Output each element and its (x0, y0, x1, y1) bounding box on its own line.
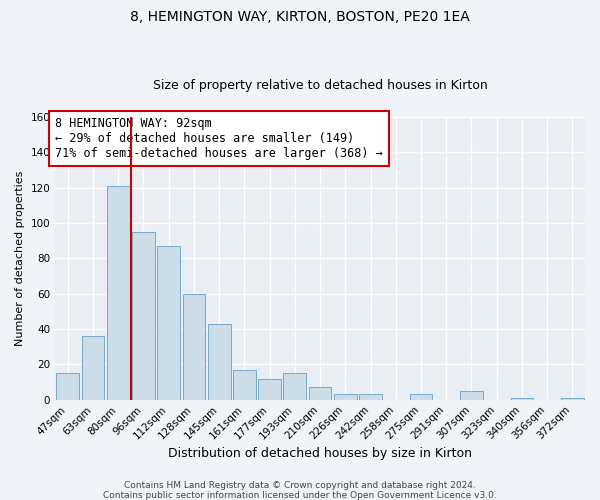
Bar (157, 246, 180, 400)
Y-axis label: Number of detached properties: Number of detached properties (15, 170, 25, 346)
Bar (511, 398, 533, 400)
Bar (359, 394, 382, 400)
Text: 8, HEMINGTON WAY, KIRTON, BOSTON, PE20 1EA: 8, HEMINGTON WAY, KIRTON, BOSTON, PE20 1… (130, 10, 470, 24)
Bar (561, 398, 584, 400)
Bar (208, 324, 230, 400)
Bar (132, 232, 155, 400)
Bar (334, 394, 356, 400)
Bar (56, 373, 79, 400)
Text: 8 HEMINGTON WAY: 92sqm
← 29% of detached houses are smaller (149)
71% of semi-de: 8 HEMINGTON WAY: 92sqm ← 29% of detached… (55, 117, 383, 160)
Bar (82, 336, 104, 400)
Bar (107, 186, 130, 400)
Text: Contains public sector information licensed under the Open Government Licence v3: Contains public sector information licen… (103, 491, 497, 500)
Bar (309, 388, 331, 400)
Title: Size of property relative to detached houses in Kirton: Size of property relative to detached ho… (153, 79, 487, 92)
Bar (258, 378, 281, 400)
Bar (460, 391, 483, 400)
Bar (233, 370, 256, 400)
Text: Contains HM Land Registry data © Crown copyright and database right 2024.: Contains HM Land Registry data © Crown c… (124, 481, 476, 490)
Bar (410, 394, 433, 400)
Bar (182, 294, 205, 400)
X-axis label: Distribution of detached houses by size in Kirton: Distribution of detached houses by size … (168, 447, 472, 460)
Bar (283, 373, 306, 400)
